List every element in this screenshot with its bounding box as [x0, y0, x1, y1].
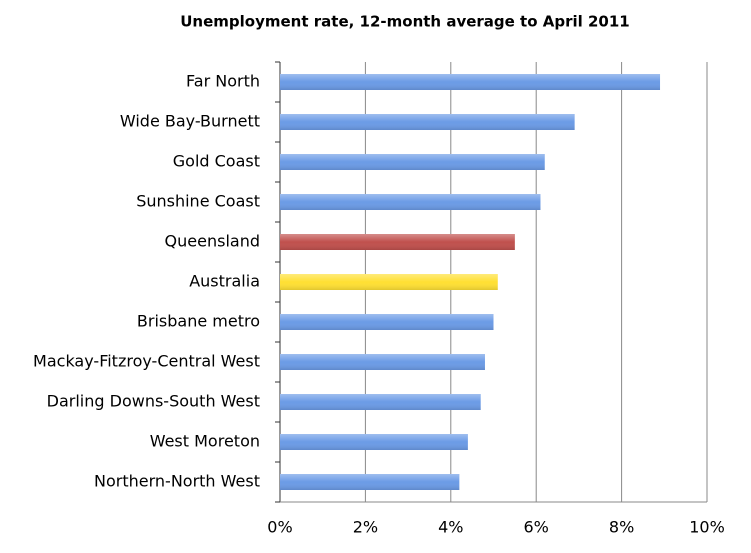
bar-shine [280, 114, 575, 130]
y-tick-label: Far North [186, 72, 260, 91]
bar-shine [280, 234, 515, 250]
y-tick-label: Queensland [165, 232, 260, 251]
bar-shine [280, 194, 541, 210]
bar-shine [280, 274, 498, 290]
bar-shine [280, 354, 485, 370]
x-tick-label: 4% [438, 518, 463, 537]
y-tick-label: Mackay-Fitzroy-Central West [33, 352, 260, 371]
bar-shine [280, 74, 661, 90]
y-tick-label: Wide Bay-Burnett [120, 112, 260, 131]
bar-shine [280, 154, 545, 170]
bar-shine [280, 474, 460, 490]
bar-shine [280, 314, 494, 330]
x-tick-label: 2% [353, 518, 378, 537]
x-tick-label: 8% [609, 518, 634, 537]
bar-shine [280, 394, 481, 410]
y-tick-label: Australia [189, 272, 260, 291]
y-tick-label: Brisbane metro [137, 312, 260, 331]
y-tick-label: Northern-North West [94, 472, 260, 491]
x-tick-label: 6% [524, 518, 549, 537]
x-tick-label: 10% [689, 518, 725, 537]
x-tick-label: 0% [267, 518, 292, 537]
y-tick-label: Darling Downs-South West [47, 392, 260, 411]
bar-shine [280, 434, 468, 450]
y-tick-label: West Moreton [150, 432, 260, 451]
y-tick-label: Sunshine Coast [136, 192, 260, 211]
y-tick-label: Gold Coast [173, 152, 260, 171]
chart-title: Unemployment rate, 12-month average to A… [180, 13, 630, 31]
